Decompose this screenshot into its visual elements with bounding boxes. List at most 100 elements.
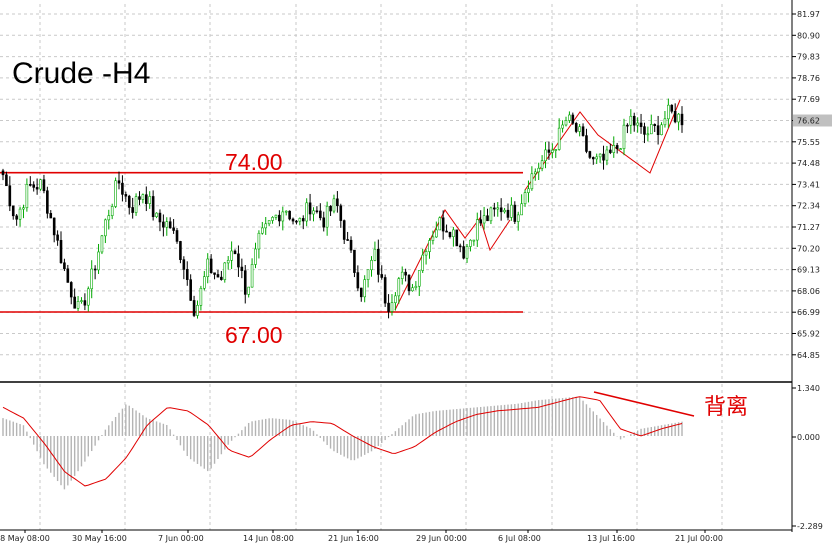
macd-tick-label: 1.340 xyxy=(797,384,820,393)
candle-body xyxy=(612,145,616,153)
macd-tick-label: 0.000 xyxy=(797,433,820,442)
candle-body xyxy=(414,285,418,289)
candle-body xyxy=(295,220,298,223)
candle-body xyxy=(377,248,380,275)
candle-body xyxy=(233,250,237,255)
candle-body xyxy=(243,270,247,295)
x-tick-label: 28 May 08:00 xyxy=(0,534,50,543)
candle-body xyxy=(134,196,138,213)
candle-body xyxy=(380,274,384,278)
candle-body xyxy=(510,204,513,218)
y-tick-label: 81.97 xyxy=(797,10,820,19)
support-label: 67.00 xyxy=(225,322,283,348)
candle-body xyxy=(622,124,626,149)
candle-body xyxy=(5,174,8,187)
candle-body xyxy=(581,126,585,136)
candle-body xyxy=(656,125,660,136)
axis-labels: 81.97 80.90 79.83 78.76 77.69 76.62 75.55 74.48… xyxy=(0,10,832,543)
candle-body xyxy=(441,217,445,232)
x-tick-label: 21 Jul 00:00 xyxy=(675,534,723,543)
candle-body xyxy=(35,187,39,190)
candle-body xyxy=(615,145,619,149)
candle-body xyxy=(216,274,220,278)
candle-body xyxy=(561,124,564,129)
last-price-label: 76.62 xyxy=(797,117,820,126)
candle-body xyxy=(281,211,285,222)
candle-body xyxy=(162,221,165,228)
macd-tick-label: -2.289 xyxy=(797,522,823,531)
candle-body xyxy=(363,279,366,298)
candle-body xyxy=(22,207,25,210)
candle-body xyxy=(32,184,36,188)
candle-body xyxy=(28,184,32,186)
candle-body xyxy=(165,221,169,228)
candle-body xyxy=(387,302,390,312)
candle-body xyxy=(448,231,452,237)
candle-body xyxy=(353,249,356,273)
candle-body xyxy=(11,205,15,217)
y-tick-label: 79.83 xyxy=(797,53,820,62)
candle-body xyxy=(544,149,547,162)
candle-body xyxy=(564,120,568,126)
candle-body xyxy=(670,104,674,112)
candle-body xyxy=(585,135,588,152)
candle-body xyxy=(574,123,578,132)
candle-body xyxy=(595,156,598,160)
candlestick-series xyxy=(1,98,684,319)
candle-body xyxy=(516,214,520,222)
candle-body xyxy=(547,149,551,153)
candle-body xyxy=(319,210,322,219)
grid-layer xyxy=(0,4,792,530)
candle-body xyxy=(605,149,609,161)
candle-body xyxy=(496,207,500,210)
last-price-box xyxy=(793,114,832,127)
candle-body xyxy=(445,230,448,233)
candle-body xyxy=(677,113,680,123)
candle-body xyxy=(226,260,230,264)
candle-body xyxy=(247,286,250,295)
candle-body xyxy=(370,260,373,271)
candle-body xyxy=(305,202,308,222)
x-tick-label: 29 Jun 00:00 xyxy=(416,534,467,543)
y-tick-label: 66.99 xyxy=(797,308,820,317)
candle-body xyxy=(643,126,646,135)
candle-body xyxy=(523,192,527,205)
divergence-line xyxy=(593,391,695,417)
candle-body xyxy=(155,212,158,218)
candle-body xyxy=(196,304,199,316)
candle-body xyxy=(121,182,124,195)
support-resistance-layer xyxy=(0,171,523,313)
candle-body xyxy=(107,215,111,221)
candle-body xyxy=(267,220,271,225)
candle-body xyxy=(373,248,377,261)
candle-body xyxy=(339,205,343,221)
candle-body xyxy=(73,296,76,309)
candle-body xyxy=(291,218,295,222)
x-tick-label: 6 Jul 08:00 xyxy=(498,534,541,543)
y-tick-label: 75.55 xyxy=(797,138,820,147)
candle-body xyxy=(141,194,145,200)
candle-body xyxy=(435,229,438,238)
candle-body xyxy=(127,195,131,208)
candle-body xyxy=(421,254,424,271)
candle-body xyxy=(602,153,605,161)
candle-body xyxy=(394,295,397,304)
candle-body xyxy=(168,221,172,229)
candle-body xyxy=(230,250,233,261)
candle-body xyxy=(458,245,462,248)
candle-body xyxy=(346,239,349,241)
candle-body xyxy=(158,212,162,223)
candle-body xyxy=(56,234,59,241)
candle-body xyxy=(667,104,670,120)
candle-body xyxy=(336,198,339,207)
candle-body xyxy=(554,149,558,151)
x-tick-label: 30 May 16:00 xyxy=(72,534,127,543)
candle-body xyxy=(417,270,421,287)
candle-body xyxy=(660,124,663,136)
candle-body xyxy=(15,215,18,220)
candle-body xyxy=(52,217,56,236)
candle-body xyxy=(203,276,206,289)
candle-body xyxy=(540,160,544,169)
candle-body xyxy=(653,124,657,126)
candle-body xyxy=(438,217,442,231)
